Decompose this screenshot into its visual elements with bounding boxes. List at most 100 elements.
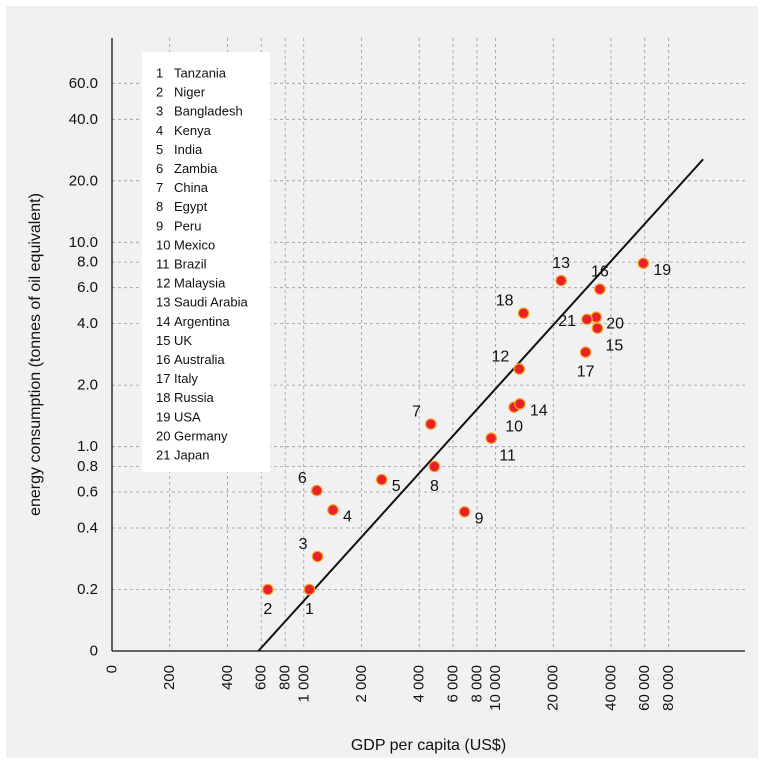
y-tick-label: 8.0 xyxy=(77,254,98,271)
legend-entry-number: 19 xyxy=(156,409,170,424)
point-label: 18 xyxy=(496,293,514,310)
y-axis-title: energy consumption (tonnes of oil equiva… xyxy=(27,193,44,516)
point-label: 10 xyxy=(505,419,523,436)
point-label: 7 xyxy=(412,404,421,421)
y-tick-label: 0 xyxy=(90,643,98,660)
y-tick-label: 2.0 xyxy=(77,377,98,394)
data-point xyxy=(517,307,530,319)
legend-entry-name: Bangladesh xyxy=(174,104,243,119)
point-label: 14 xyxy=(530,402,548,419)
point-label: 21 xyxy=(558,313,576,330)
x-tick-label: 1 000 xyxy=(295,665,312,703)
legend-entry-name: Japan xyxy=(174,448,209,463)
legend-entry-number: 14 xyxy=(156,314,170,329)
legend-entry-name: Niger xyxy=(174,85,206,100)
point-label: 3 xyxy=(299,536,308,553)
x-tick-label: 4 000 xyxy=(411,665,428,703)
legend-entry-number: 11 xyxy=(156,257,170,272)
legend-entry-name: Zambia xyxy=(174,161,218,176)
point-label: 1 xyxy=(305,601,314,618)
legend-entry-number: 5 xyxy=(156,142,163,157)
legend-entry-number: 9 xyxy=(156,218,163,233)
legend-entry-number: 15 xyxy=(156,333,170,348)
legend-entry-name: China xyxy=(174,180,209,195)
legend-entry-name: Tanzania xyxy=(174,66,227,81)
y-tick-label: 0.2 xyxy=(77,581,98,598)
data-point xyxy=(485,432,498,445)
legend-entry-number: 18 xyxy=(156,390,170,405)
x-tick-label: 2 000 xyxy=(353,665,370,703)
y-tick-label: 20.0 xyxy=(69,172,98,189)
data-point xyxy=(311,484,323,497)
legend-entry-name: Brazil xyxy=(174,257,207,272)
legend-entry-number: 7 xyxy=(156,180,163,195)
y-tick-label: 6.0 xyxy=(77,279,98,296)
legend-entry-name: Malaysia xyxy=(174,276,226,291)
trend-line-layer xyxy=(257,158,704,652)
legend: 1 Tanzania 2 Niger 3 Bangladesh 4 Kenya 5 India 6 Z… xyxy=(142,52,270,472)
legend-entry-name: Germany xyxy=(174,428,228,443)
point-label: 17 xyxy=(577,364,595,381)
data-point xyxy=(514,398,526,410)
data-point xyxy=(425,418,437,430)
trend-line xyxy=(257,158,704,652)
data-point xyxy=(375,473,388,486)
legend-entry-number: 2 xyxy=(156,85,163,100)
point-label: 4 xyxy=(343,508,352,525)
x-tick-label: 60 000 xyxy=(636,665,653,711)
legend-entry-number: 1 xyxy=(156,66,163,81)
legend-entry-name: UK xyxy=(174,333,192,348)
y-tick-label: 1.0 xyxy=(77,438,98,455)
legend-entry-name: USA xyxy=(174,409,201,424)
point-label: 15 xyxy=(605,338,623,355)
legend-entry-name: Kenya xyxy=(174,123,212,138)
legend-entry-number: 17 xyxy=(156,371,170,386)
data-point xyxy=(594,283,606,295)
data-point xyxy=(311,550,324,563)
point-label: 5 xyxy=(392,478,401,495)
legend-entry-name: Russia xyxy=(174,390,215,405)
point-label: 6 xyxy=(298,470,307,487)
x-tick-label: 20 000 xyxy=(545,665,562,711)
data-point xyxy=(428,460,441,473)
point-label: 11 xyxy=(499,448,516,465)
point-label: 19 xyxy=(653,262,671,279)
y-tick-label: 0.6 xyxy=(77,483,98,500)
axis-titles: GDP per capita (US$) energy consumption … xyxy=(27,193,506,754)
legend-entry-number: 8 xyxy=(156,199,163,214)
x-tick-label: 10 000 xyxy=(487,665,504,711)
x-tick-label: 400 xyxy=(219,665,236,690)
y-tick-label: 60.0 xyxy=(69,75,98,92)
point-label: 8 xyxy=(430,478,439,495)
x-tick-label: 200 xyxy=(161,665,178,690)
legend-entry-name: India xyxy=(174,142,203,157)
data-point xyxy=(581,313,593,326)
y-tick-label: 40.0 xyxy=(69,111,98,128)
x-tick-label: 80 000 xyxy=(660,665,677,711)
legend-entry-number: 12 xyxy=(156,276,170,291)
point-label: 13 xyxy=(552,255,570,272)
y-tick-label: 4.0 xyxy=(77,315,98,332)
data-point xyxy=(637,257,650,270)
data-point xyxy=(303,583,316,596)
point-label: 20 xyxy=(606,316,624,333)
y-tick-label: 0.8 xyxy=(77,458,98,475)
x-tick-label: 6 000 xyxy=(444,665,461,703)
legend-entry-name: Peru xyxy=(174,218,201,233)
point-label: 16 xyxy=(591,264,609,281)
data-point xyxy=(458,505,471,518)
x-tick-label: 0 xyxy=(104,665,121,673)
data-point xyxy=(555,274,567,287)
x-tick-label: 8 000 xyxy=(468,665,485,703)
legend-entry-name: Argentina xyxy=(174,314,230,329)
point-label: 12 xyxy=(491,348,509,365)
data-point xyxy=(591,322,604,334)
legend-entry-number: 13 xyxy=(156,295,170,310)
y-tick-label: 10.0 xyxy=(69,234,98,251)
axes: 0 200 400 600 800 1 000 2 000 4 000 6 000 8 000 10… xyxy=(69,38,745,711)
point-label: 9 xyxy=(475,510,484,527)
legend-entry-name: Egypt xyxy=(174,199,208,214)
